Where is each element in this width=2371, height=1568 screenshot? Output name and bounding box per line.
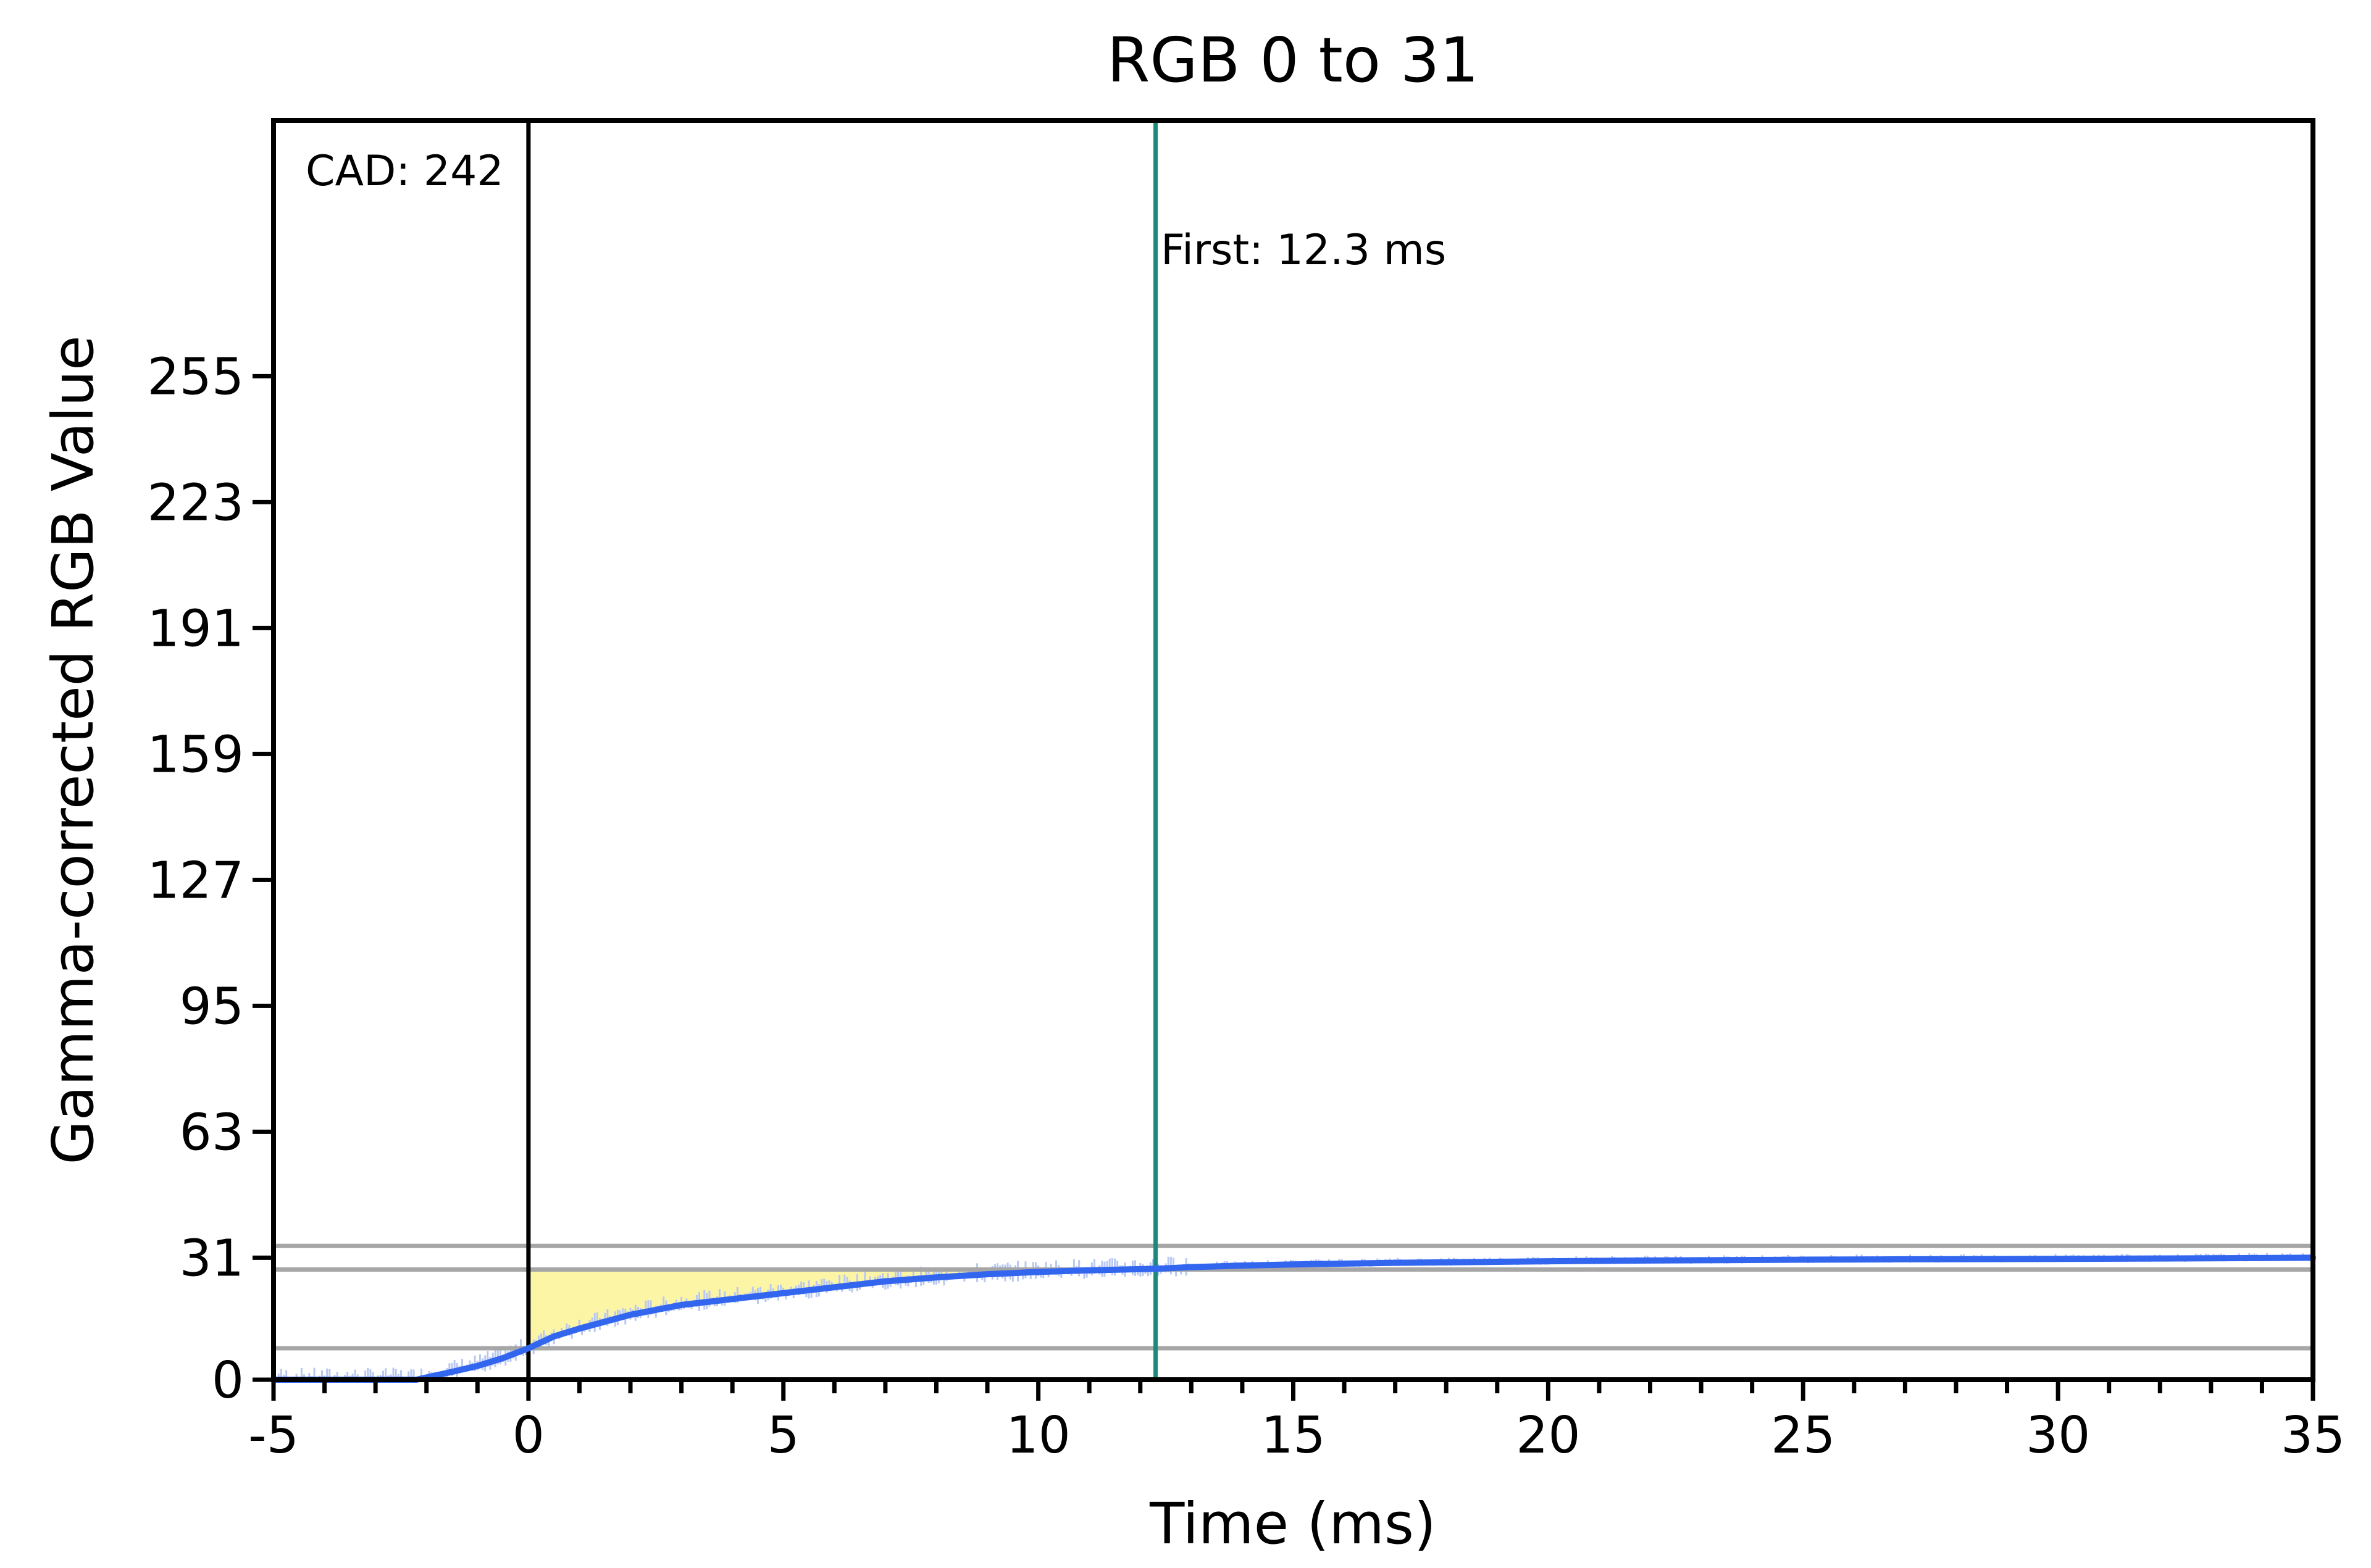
y-tick-label: 95 [180, 977, 244, 1036]
x-tick-label: 20 [1516, 1406, 1580, 1465]
x-tick-label: 0 [512, 1406, 545, 1465]
y-tick-label: 127 [147, 851, 244, 910]
x-axis-label: Time (ms) [1149, 1491, 1436, 1557]
y-tick-label: 255 [147, 348, 244, 406]
y-axis-label: Gamma-corrected RGB Value [40, 335, 106, 1164]
x-tick-label: 15 [1261, 1406, 1325, 1465]
plot-frame [271, 118, 2315, 1382]
x-tick-label: 30 [2026, 1406, 2090, 1465]
threshold-lines [274, 1243, 2313, 1351]
x-tick-label: -5 [248, 1406, 299, 1465]
series-group [270, 1254, 2316, 1383]
y-tick-label: 31 [180, 1229, 244, 1288]
shaded-transition-region [528, 1269, 1156, 1348]
annotation-cad: CAD: 242 [306, 147, 504, 196]
y-tick-label: 191 [147, 599, 244, 658]
x-tick-label: 25 [1771, 1406, 1835, 1465]
marker-lines [526, 120, 1158, 1380]
y-tick-label: 63 [180, 1103, 244, 1162]
x-tick-label: 5 [767, 1406, 800, 1465]
chart-title: RGB 0 to 31 [1107, 24, 1479, 96]
annotation-first: First: 12.3 ms [1161, 226, 1446, 275]
x-tick-label: 35 [2281, 1406, 2345, 1465]
x-axis-ticks: -5 0 5 10 15 20 25 30 35 [248, 1380, 2345, 1465]
y-tick-label: 159 [147, 725, 244, 784]
y-tick-label: 223 [147, 473, 244, 532]
shaded-area [528, 1269, 1156, 1348]
x-tick-label: 10 [1006, 1406, 1070, 1465]
y-tick-label: 0 [212, 1351, 244, 1410]
y-axis-ticks: 0 31 63 95 127 159 191 223 255 [147, 348, 274, 1410]
series-line [270, 1254, 2316, 1383]
